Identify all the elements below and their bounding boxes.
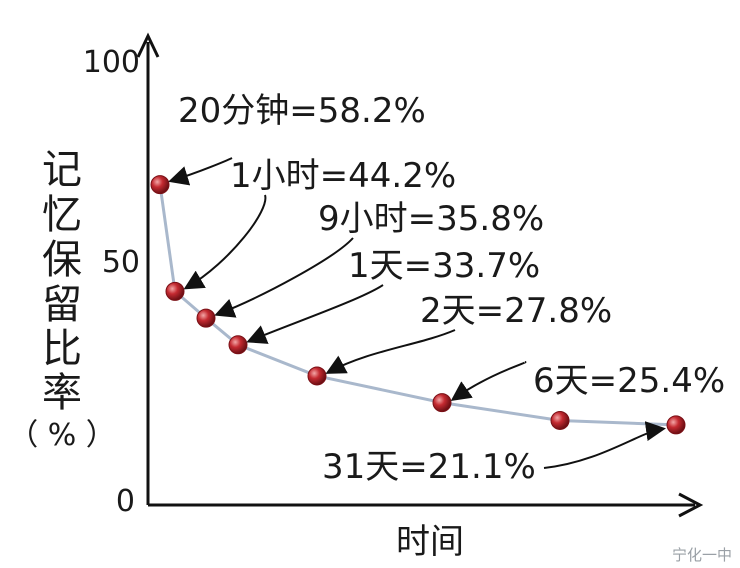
y-axis-label: 记 忆 保 留 比 率 （ % ）: [8, 147, 116, 453]
y-label-char-3: 保: [42, 237, 82, 283]
annotation-label: 9小时=35.8%: [318, 199, 544, 239]
data-point-marker: [150, 175, 170, 195]
data-point-marker: [228, 335, 248, 355]
annotation-arrow: [246, 284, 384, 344]
annotation-label: 1天=33.7%: [348, 246, 540, 286]
y-axis-arrowhead: [136, 32, 160, 58]
y-tick-labels: 100 50 0: [83, 45, 140, 519]
y-label-char-2: 忆: [42, 192, 82, 238]
data-point-marker: [432, 393, 452, 413]
data-point-marker: [550, 410, 570, 430]
annotation-label: 1小时=44.2%: [230, 156, 456, 196]
x-axis-label: 时间: [396, 522, 464, 562]
annotation-arrow: [543, 421, 666, 469]
y-label-percent: （ % ）: [8, 418, 116, 453]
annotation-arrow: [168, 157, 233, 186]
y-label-char-4: 留: [42, 282, 82, 328]
y-tick-label-100: 100: [83, 45, 140, 80]
y-tick-label-0: 0: [116, 484, 135, 519]
series-layer: [150, 175, 686, 435]
y-tick-label-50: 50: [102, 245, 140, 280]
data-point-marker: [307, 366, 327, 386]
annotation-layer: 20分钟=58.2% 1小时=44.2%9小时=35.8% 1天=33.7% 2天=2…: [168, 91, 725, 487]
annotation-arrow: [325, 329, 456, 374]
watermark: 宁化一中: [672, 546, 732, 564]
data-point-marker: [666, 415, 686, 435]
annotation-arrow: [450, 361, 527, 401]
axes: [136, 32, 704, 518]
annotation-label: 6天=25.4%: [533, 361, 725, 401]
annotation-arrow: [183, 194, 267, 290]
annotation-label: 2天=27.8%: [420, 291, 612, 331]
annotation-label: 20分钟=58.2%: [178, 91, 426, 131]
annotation-label: 31天=21.1%: [322, 447, 536, 487]
y-label-char-6: 率: [42, 370, 82, 416]
y-label-char-1: 记: [42, 147, 82, 193]
data-point-marker: [196, 308, 216, 328]
x-axis-arrowhead: [678, 492, 704, 518]
y-label-char-5: 比: [42, 326, 82, 372]
data-point-marker: [165, 281, 185, 301]
annotation-arrow: [214, 237, 354, 318]
